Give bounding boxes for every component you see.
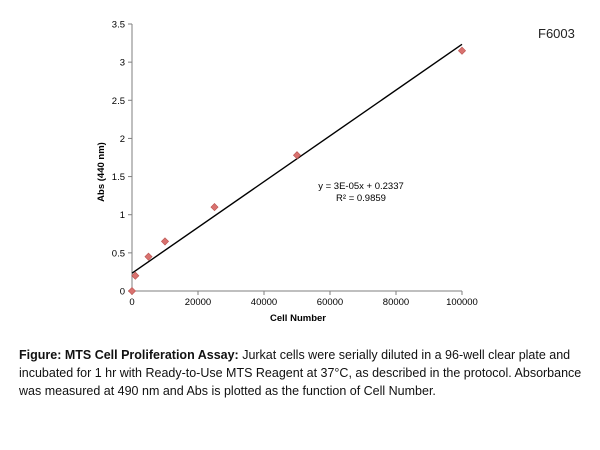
y-tick-label: 0 — [120, 287, 125, 298]
y-tick-label: 3.5 — [112, 20, 125, 31]
y-tick-label: 2 — [120, 134, 125, 145]
x-tick-label: 100000 — [446, 297, 478, 308]
y-tick-label: 1 — [120, 210, 125, 221]
x-tick-label: 40000 — [251, 297, 277, 308]
data-point — [127, 286, 137, 296]
y-axis: 0 0.5 1 1.5 2 2.5 3 3.5 — [112, 20, 133, 298]
data-point — [210, 203, 219, 212]
y-tick-label: 2.5 — [112, 96, 125, 107]
x-tick-label: 20000 — [185, 297, 211, 308]
trendline-equation: y = 3E-05x + 0.2337 — [318, 181, 404, 192]
y-tick-label: 0.5 — [112, 248, 125, 259]
data-point — [292, 151, 302, 160]
data-point — [160, 237, 170, 246]
product-code: F6003 — [538, 26, 575, 41]
data-points — [127, 46, 467, 296]
y-axis-label: Abs (440 nm) — [96, 142, 107, 202]
caption-body: Jurkat cells were serially diluted in a … — [19, 348, 582, 398]
x-tick-label: 80000 — [383, 297, 409, 308]
data-point — [144, 252, 153, 261]
x-tick-label: 0 — [129, 297, 134, 308]
data-point — [457, 46, 467, 55]
y-tick-label: 3 — [120, 58, 125, 69]
x-tick-label: 60000 — [317, 297, 343, 308]
trendline-r-squared: R² = 0.9859 — [336, 193, 386, 204]
caption-title: Figure: MTS Cell Proliferation Assay: — [19, 348, 239, 362]
scatter-chart: 0 0.5 1 1.5 2 2.5 3 3.5 0 20000 40000 60000 80000 10… — [96, 20, 478, 325]
figure-caption: Figure: MTS Cell Proliferation Assay: Ju… — [19, 346, 594, 400]
x-axis-label: Cell Number — [270, 313, 326, 324]
y-tick-label: 1.5 — [112, 172, 125, 183]
data-point — [131, 271, 140, 280]
x-axis: 0 20000 40000 60000 80000 100000 — [129, 290, 478, 308]
